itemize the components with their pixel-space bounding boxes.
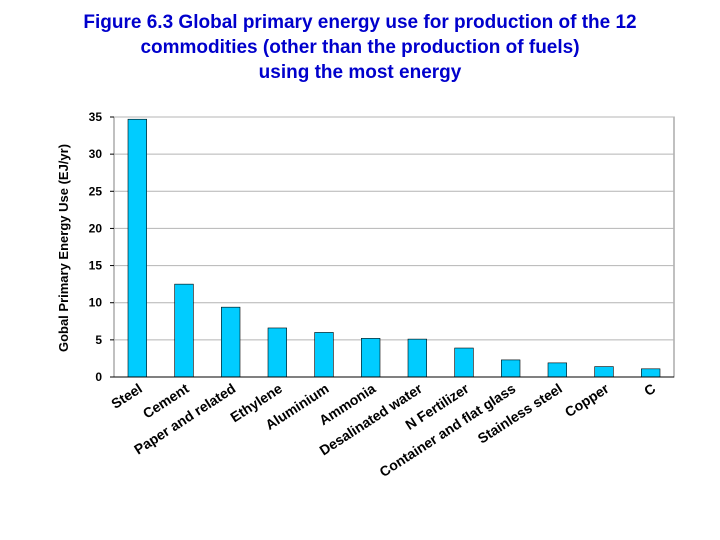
bar-desalinated-water <box>407 338 427 378</box>
chart-title-line-2: commodities (other than the production o… <box>140 37 580 58</box>
bar-n-fertilizer <box>454 347 474 378</box>
x-category-label: Stainless steel <box>475 380 565 446</box>
x-category-label: Steel <box>108 380 145 412</box>
gridlines <box>114 116 674 341</box>
chart-title-line-1: Figure 6.3 Global primary energy use for… <box>83 12 637 33</box>
y-tick-label: 5 <box>95 333 102 347</box>
chart-title: Figure 6.3 Global primary energy use for… <box>0 10 720 85</box>
bar-container-and-flat-glass <box>501 359 521 378</box>
bar-copper <box>594 366 614 378</box>
bar-aluminium <box>314 332 334 378</box>
y-tick-label: 30 <box>89 147 103 161</box>
bar-paper-and-related <box>221 306 241 378</box>
y-axis-label: Gobal Primary Energy Use (EJ/yr) <box>56 144 71 352</box>
plot-area <box>113 116 675 378</box>
y-tick-label: 20 <box>89 221 103 235</box>
x-category-label: C <box>641 380 658 399</box>
bar-stainless-steel <box>547 362 567 378</box>
bar-c <box>641 368 661 378</box>
bar-cement <box>174 283 194 378</box>
y-tick-label: 15 <box>89 259 103 273</box>
bar-ammonia <box>361 338 381 378</box>
y-axis-ticks: 0 5 10 15 20 25 30 35 <box>89 110 114 384</box>
chart-title-line-3: using the most energy <box>258 62 462 83</box>
x-category-label: Copper <box>562 380 612 420</box>
y-tick-label: 0 <box>95 370 102 384</box>
y-tick-label: 25 <box>89 184 103 198</box>
y-tick-label: 10 <box>89 296 103 310</box>
bar-ethylene <box>267 327 287 378</box>
y-tick-label: 35 <box>89 110 103 124</box>
bar-steel <box>127 118 147 378</box>
